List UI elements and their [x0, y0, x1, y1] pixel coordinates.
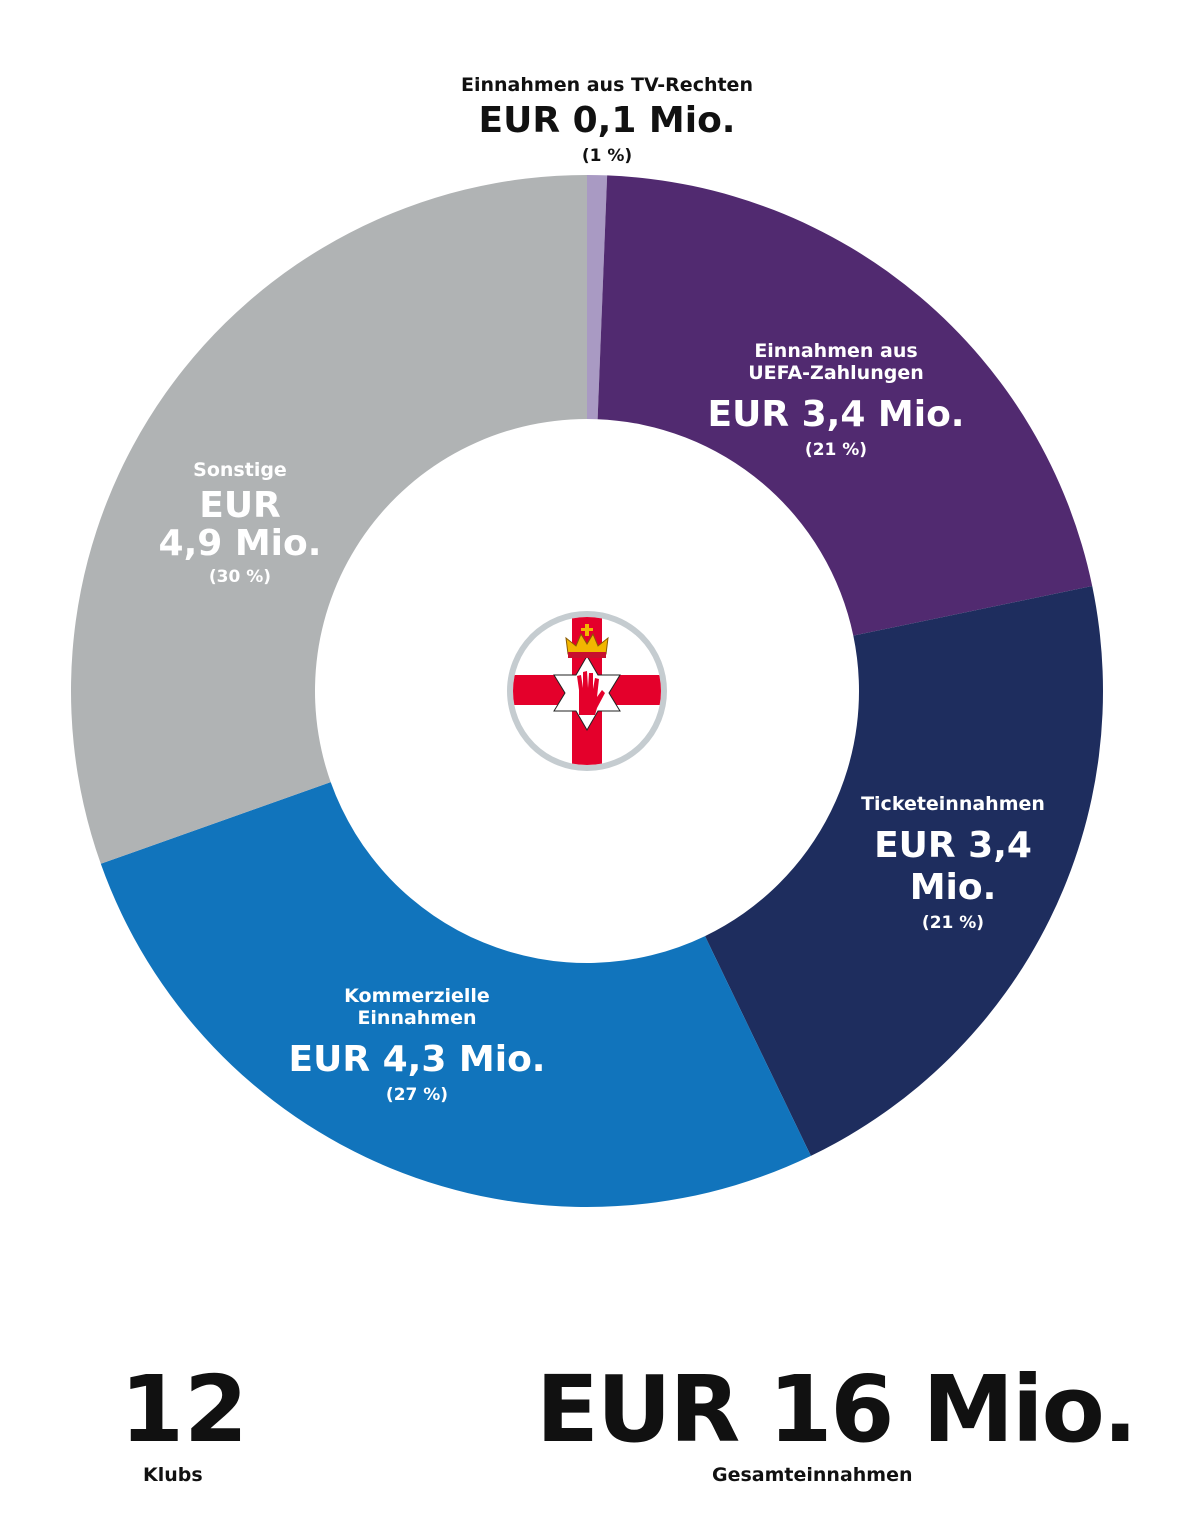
label-other-category: Sonstige [193, 459, 287, 481]
label-commercial-value: EUR 4,3 Mio. [288, 1039, 546, 1080]
label-tv-value: EUR 0,1 Mio. [478, 100, 736, 141]
label-uefa-category-1: Einnahmen aus [754, 340, 918, 362]
label-tickets-percent: (21 %) [921, 913, 985, 933]
label-commercial-category-1: Kommerzielle [344, 985, 490, 1007]
label-other-value-2: 4,9 Mio. [158, 523, 322, 564]
red-hand-icon [577, 671, 605, 715]
total-revenue-label: Gesamteinnahmen [712, 1464, 913, 1486]
crown-icon [565, 624, 609, 658]
donut-slice-4 [100, 782, 811, 1207]
label-tv-percent: (1 %) [581, 146, 633, 166]
label-tickets-value: EUR 3,4 Mio. [874, 825, 1032, 908]
donut-slice-1 [587, 175, 608, 420]
label-tickets-category: Ticketeinnahmen [861, 793, 1045, 815]
label-tv-category: Einnahmen aus TV-Rechten [461, 74, 753, 96]
clubs-label: Klubs [143, 1464, 203, 1486]
label-commercial: Kommerzielle Einnahmen EUR 4,3 Mio. (27 … [289, 985, 546, 1105]
label-uefa-value: EUR 3,4 Mio. [707, 394, 965, 435]
label-uefa: Einnahmen aus UEFA-Zahlungen EUR 3,4 Mio… [708, 340, 965, 460]
ulster-banner-icon [507, 611, 667, 771]
label-other: Sonstige EUR 4,9 Mio. (30 %) [159, 459, 322, 587]
label-commercial-percent: (27 %) [385, 1085, 449, 1105]
label-other-value-1: EUR [199, 485, 281, 526]
label-uefa-category-2: UEFA-Zahlungen [748, 362, 924, 384]
donut-slice-3 [705, 586, 1103, 1156]
label-tv-rights: Einnahmen aus TV-Rechten EUR 0,1 Mio. (1… [461, 74, 753, 166]
label-other-percent: (30 %) [208, 567, 272, 587]
donut-slice-5 [71, 175, 587, 864]
total-revenue: EUR 16 Mio. [536, 1356, 1138, 1463]
donut-slices [71, 175, 1103, 1207]
label-uefa-percent: (21 %) [804, 440, 868, 460]
label-tickets: Ticketeinnahmen EUR 3,4 Mio. (21 %) [839, 793, 1068, 933]
clubs-count: 12 [120, 1356, 249, 1463]
donut-slice-2 [597, 175, 1093, 636]
label-commercial-category-2: Einnahmen [357, 1007, 477, 1029]
